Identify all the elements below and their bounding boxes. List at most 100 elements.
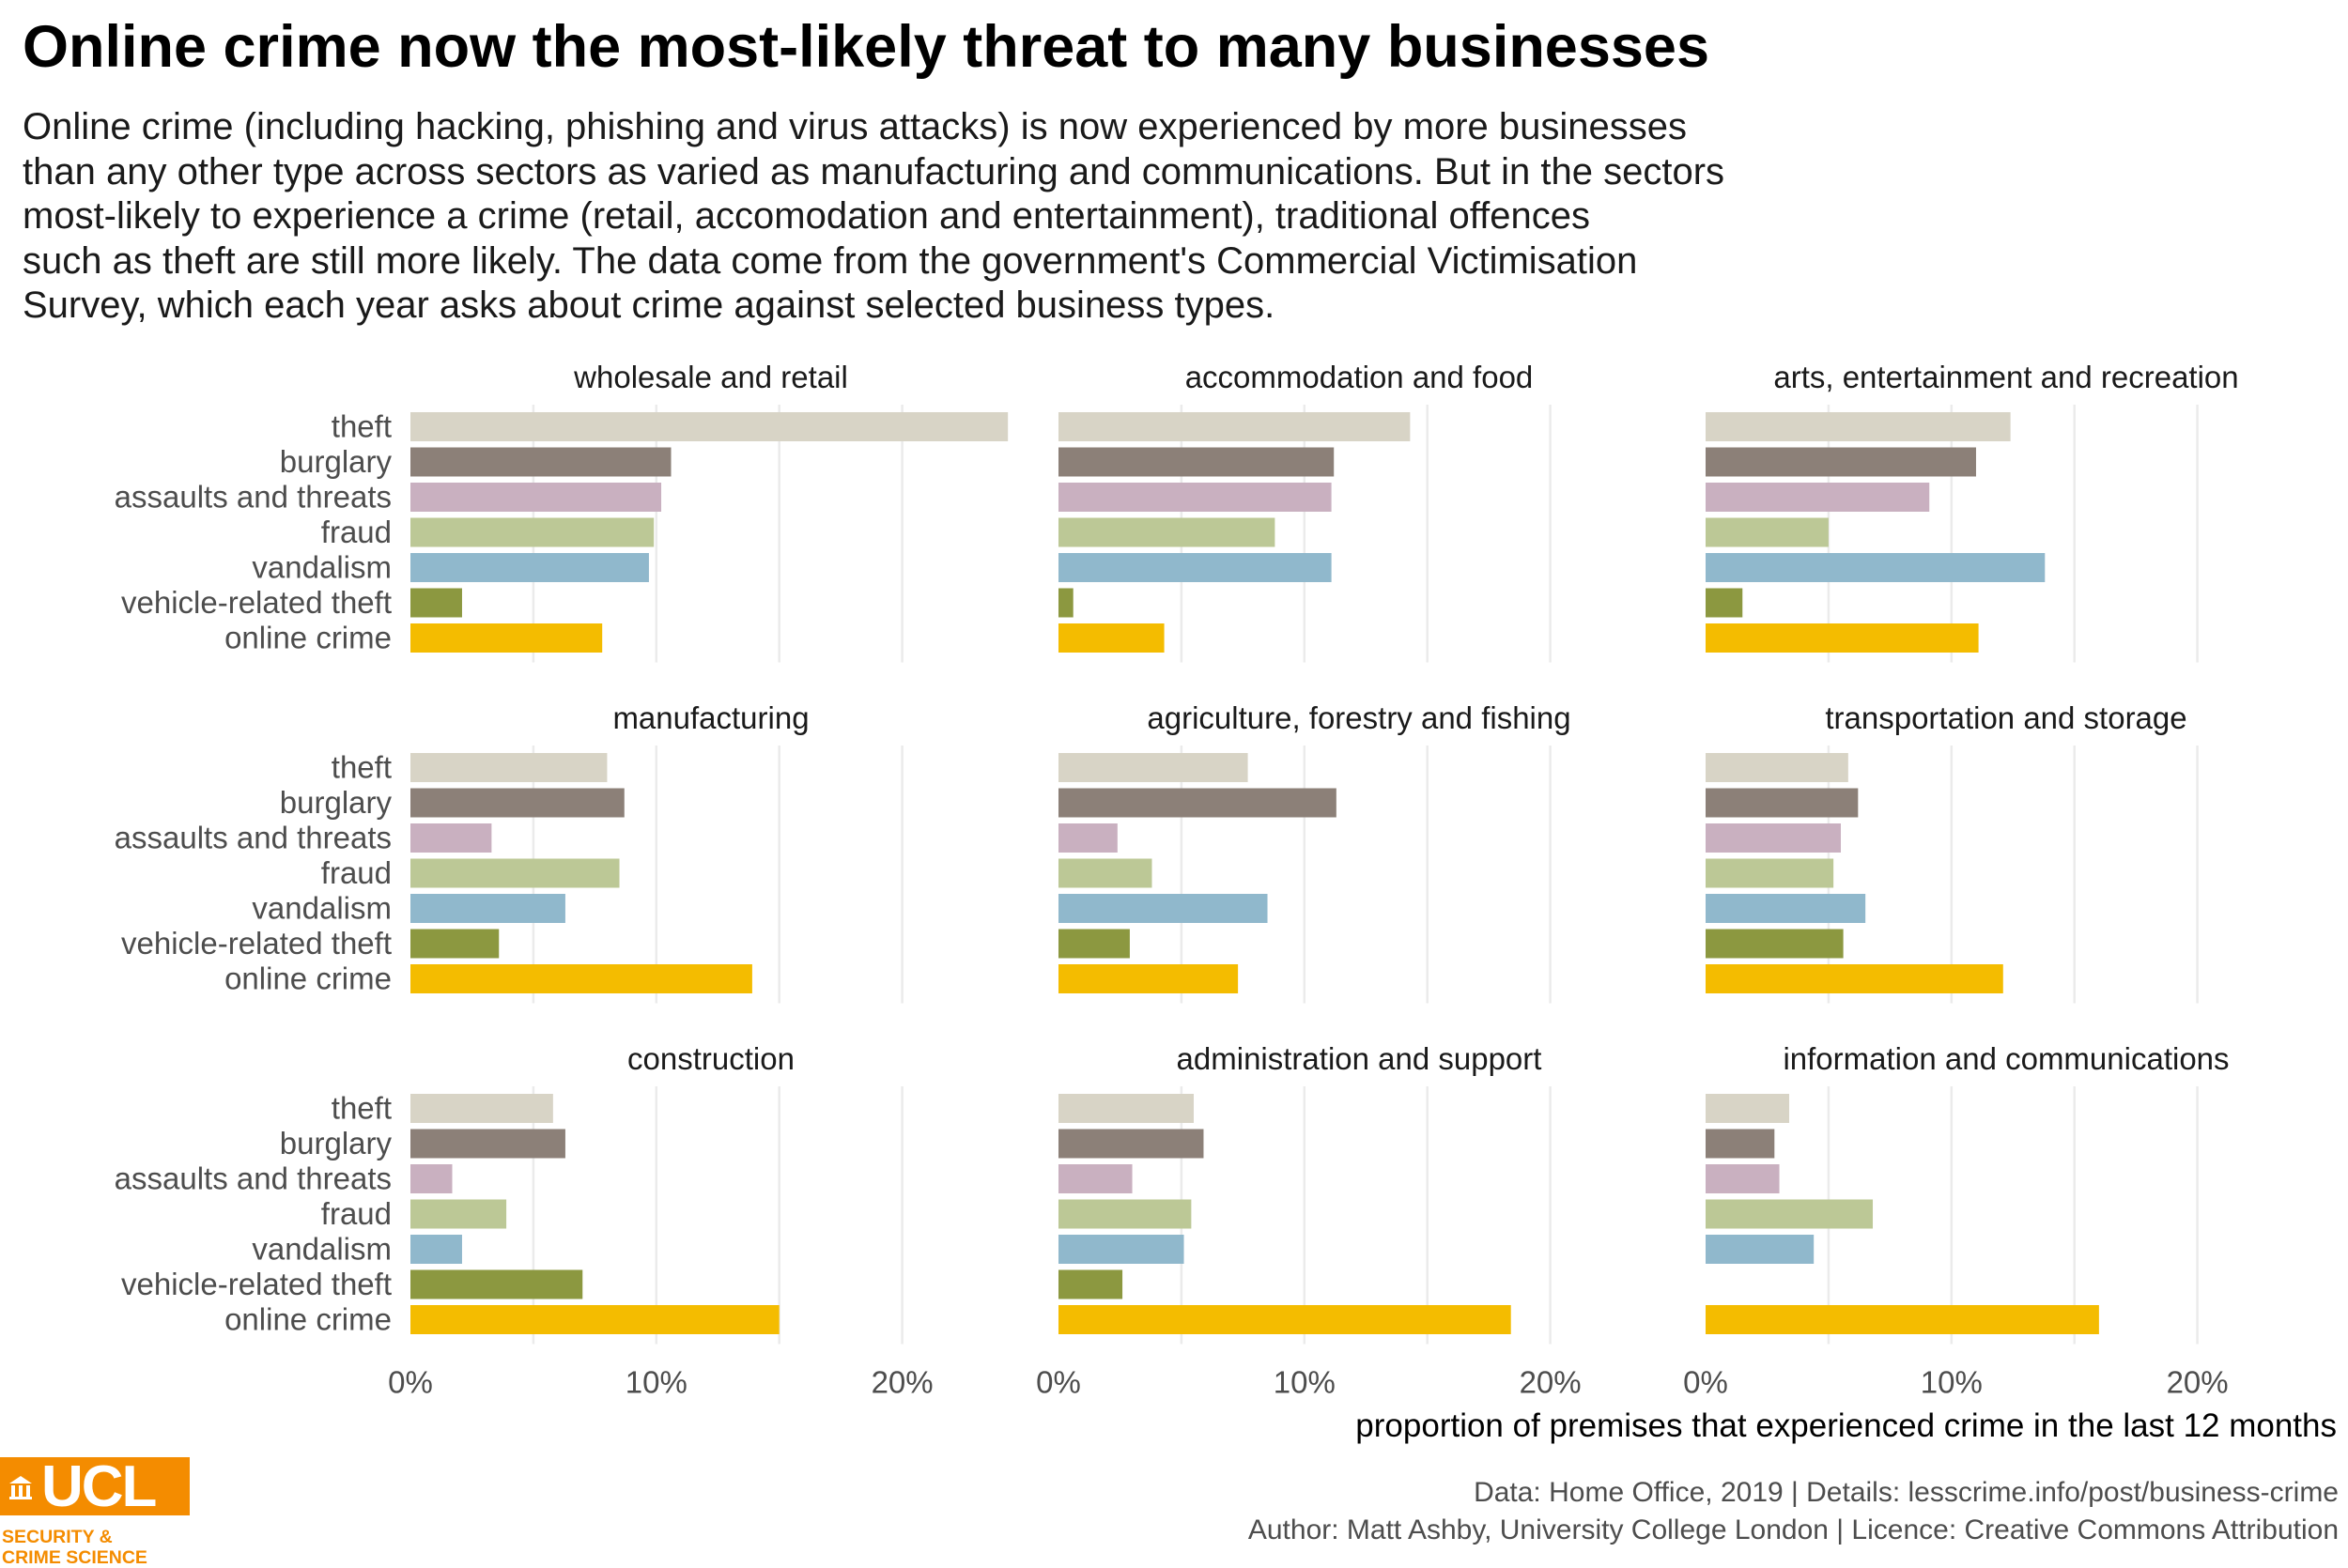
category-label: vandalism xyxy=(252,891,392,926)
bar-burglary xyxy=(410,788,625,818)
bar-vandalism xyxy=(1706,894,1866,923)
bar-theft xyxy=(1058,753,1248,782)
bar-vandalism xyxy=(410,553,649,582)
bar-assaults-and-threats xyxy=(410,1164,453,1193)
caption-line: Author: Matt Ashby, University College L… xyxy=(1247,1514,2339,1545)
bar-assaults-and-threats xyxy=(1706,823,1841,853)
x-tick-label: 20% xyxy=(1520,1365,1582,1400)
bar-fraud xyxy=(1058,1199,1192,1229)
category-label: burglary xyxy=(280,785,393,820)
x-tick-label: 10% xyxy=(626,1365,687,1400)
bar-assaults-and-threats xyxy=(1058,823,1118,853)
bar-vandalism xyxy=(410,1235,462,1264)
subtitle-line: Online crime (including hacking, phishin… xyxy=(23,106,1687,147)
bar-vandalism xyxy=(1706,1235,1815,1264)
bar-theft xyxy=(1058,412,1411,441)
ucl-logo-subtitle: SECURITY & CRIME SCIENCE xyxy=(2,1527,147,1568)
panel-title: arts, entertainment and recreation xyxy=(1773,360,2238,394)
panel-title: accommodation and food xyxy=(1185,360,1534,394)
bar-online-crime xyxy=(410,1305,780,1334)
category-label: vehicle-related theft xyxy=(121,1267,392,1301)
faceted-bar-chart: wholesale and retailtheftburglaryassault… xyxy=(115,360,2337,1444)
bar-assaults-and-threats xyxy=(410,483,662,512)
category-label: vehicle-related theft xyxy=(121,926,392,961)
bar-vandalism xyxy=(1058,1235,1184,1264)
subtitle-line: most-likely to experience a crime (retai… xyxy=(23,195,1590,237)
bar-burglary xyxy=(1058,788,1336,818)
logo-sub-line: SECURITY & xyxy=(2,1527,113,1547)
category-label: assaults and threats xyxy=(115,1161,392,1196)
bar-assaults-and-threats xyxy=(1706,483,1930,512)
bar-assaults-and-threats xyxy=(1058,483,1332,512)
ucl-logo-background xyxy=(0,1457,190,1515)
subtitle-line: than any other type across sectors as va… xyxy=(23,150,1725,192)
x-tick-label: 10% xyxy=(1921,1365,1983,1400)
caption-line: Data: Home Office, 2019 | Details: lessc… xyxy=(1474,1477,2339,1508)
x-tick-label: 0% xyxy=(388,1365,433,1400)
category-label: assaults and threats xyxy=(115,480,392,515)
category-label: vehicle-related theft xyxy=(121,585,392,620)
bar-theft xyxy=(410,753,608,782)
panel-title: transportation and storage xyxy=(1825,700,2186,735)
bar-vehicle-related-theft xyxy=(1058,588,1074,618)
category-label: theft xyxy=(332,1091,392,1126)
panel-title: information and communications xyxy=(1783,1041,2229,1076)
chart-title: Online crime now the most-likely threat … xyxy=(23,14,1709,80)
bar-online-crime xyxy=(1706,623,1979,653)
logo-sub-line: CRIME SCIENCE xyxy=(2,1547,147,1568)
bar-fraud xyxy=(410,858,620,888)
bar-vehicle-related-theft xyxy=(1058,929,1130,959)
bar-burglary xyxy=(1706,447,1976,477)
bar-theft xyxy=(410,412,1009,441)
bar-fraud xyxy=(1706,858,1834,888)
bar-online-crime xyxy=(410,623,603,653)
bar-theft xyxy=(1706,1094,1790,1123)
panel-title: manufacturing xyxy=(612,700,809,735)
bar-assaults-and-threats xyxy=(1058,1164,1133,1193)
category-label: vandalism xyxy=(252,550,392,585)
subtitle-line: Survey, which each year asks about crime… xyxy=(23,284,1275,326)
bar-theft xyxy=(1706,412,2011,441)
bar-fraud xyxy=(1058,517,1275,547)
panel-title: administration and support xyxy=(1177,1041,1542,1076)
bar-burglary xyxy=(1058,447,1335,477)
ucl-logo: UCL xyxy=(41,1454,157,1519)
category-label: theft xyxy=(332,750,392,785)
subtitle-line: such as theft are still more likely. The… xyxy=(23,239,1638,282)
bar-vandalism xyxy=(1058,894,1268,923)
x-tick-label: 10% xyxy=(1274,1365,1336,1400)
bar-assaults-and-threats xyxy=(410,823,492,853)
category-label: online crime xyxy=(224,961,392,996)
x-axis-label: proportion of premises that experienced … xyxy=(1355,1407,2337,1444)
x-tick-label: 0% xyxy=(1036,1365,1081,1400)
bar-fraud xyxy=(410,1199,507,1229)
category-label: fraud xyxy=(321,1196,392,1231)
bar-vehicle-related-theft xyxy=(1706,929,1844,959)
bar-vandalism xyxy=(1706,553,2046,582)
category-label: assaults and threats xyxy=(115,821,392,855)
category-label: online crime xyxy=(224,621,392,655)
category-label: online crime xyxy=(224,1302,392,1337)
category-label: fraud xyxy=(321,515,392,549)
bar-online-crime xyxy=(1706,1305,2099,1334)
bar-online-crime xyxy=(1058,1305,1511,1334)
chart-subtitle: Online crime (including hacking, phishin… xyxy=(23,105,1724,329)
bar-vehicle-related-theft xyxy=(410,1269,583,1299)
x-tick-label: 20% xyxy=(2167,1365,2229,1400)
category-label: fraud xyxy=(321,855,392,890)
bar-burglary xyxy=(410,1129,565,1159)
panel-title: wholesale and retail xyxy=(573,360,848,394)
bar-theft xyxy=(410,1094,553,1123)
category-label: burglary xyxy=(280,444,393,479)
bar-fraud xyxy=(1058,858,1152,888)
category-label: vandalism xyxy=(252,1232,392,1267)
bar-theft xyxy=(1058,1094,1194,1123)
bar-vandalism xyxy=(410,894,565,923)
bar-vandalism xyxy=(1058,553,1332,582)
bar-burglary xyxy=(1058,1129,1204,1159)
bar-vehicle-related-theft xyxy=(410,929,500,959)
bar-online-crime xyxy=(1706,964,2003,993)
bar-vehicle-related-theft xyxy=(1058,1269,1123,1299)
x-tick-label: 0% xyxy=(1683,1365,1728,1400)
bar-vehicle-related-theft xyxy=(410,588,462,618)
